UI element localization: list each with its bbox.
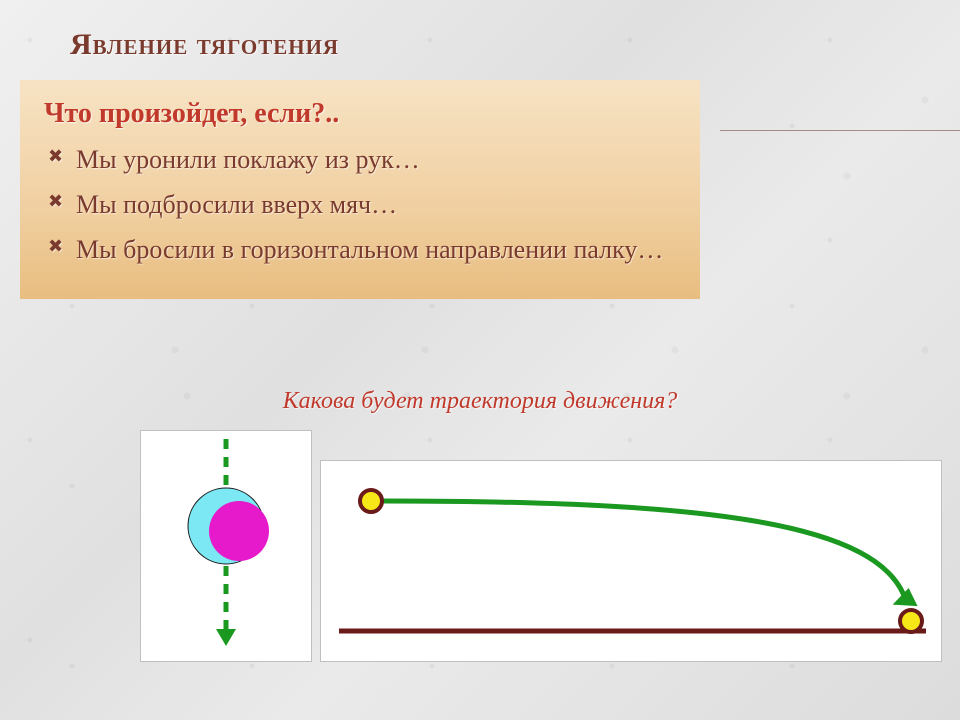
bullet-item: Мы бросили в горизонтальном направлении … [44, 232, 676, 267]
horizontal-rule [720, 130, 960, 131]
diagram-projectile [320, 460, 942, 662]
bullet-item: Мы подбросили вверх мяч… [44, 187, 676, 222]
bullet-item: Мы уронили поклажу из рук… [44, 142, 676, 177]
sub-question: Какова будет траектория движения? [0, 388, 960, 415]
projectile-svg [321, 461, 941, 661]
slide-title: Явление тяготения [70, 28, 339, 62]
slide: Явление тяготения Что произойдет, если?.… [0, 0, 960, 720]
bullet-list: Мы уронили поклажу из рук… Мы подбросили… [44, 142, 676, 267]
drop-svg [141, 431, 311, 661]
lead-question: Что произойдет, если?.. [44, 98, 676, 130]
diagram-drop [140, 430, 312, 662]
content-box: Что произойдет, если?.. Мы уронили покла… [20, 80, 700, 299]
